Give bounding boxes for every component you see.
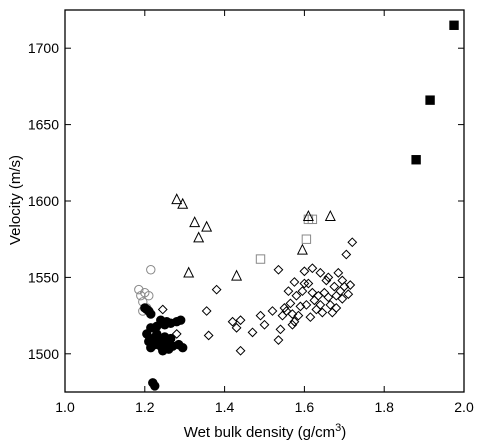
- x-tick-label: 2.0: [454, 399, 474, 415]
- data-point-open-diamond: [235, 345, 246, 356]
- data-point-open-diamond: [203, 330, 214, 341]
- data-point-open-diamond: [307, 287, 318, 298]
- data-point-open-diamond: [283, 286, 294, 297]
- data-point-open-diamond: [347, 237, 358, 248]
- x-tick-label: 1.8: [374, 399, 394, 415]
- data-point-open-triangle: [183, 266, 195, 278]
- data-point-open-triangle: [302, 209, 314, 221]
- data-point-filled-circle: [146, 309, 156, 319]
- data-point-open-diamond: [303, 278, 314, 289]
- data-point-open-diamond: [279, 303, 290, 313]
- data-point-open-diamond: [299, 266, 310, 277]
- data-point-open-diamond: [247, 327, 258, 338]
- data-point-open-diamond: [275, 324, 286, 335]
- data-point-open-triangle: [231, 269, 243, 281]
- data-point-open-diamond: [255, 310, 266, 321]
- data-point-open-diamond: [289, 277, 300, 287]
- data-point-open-diamond: [341, 249, 352, 260]
- data-point-open-diamond: [301, 299, 312, 310]
- data-point-open-diamond: [315, 267, 326, 278]
- data-point-filled-circle: [176, 315, 186, 325]
- data-point-open-diamond: [291, 290, 302, 301]
- data-point-open-square: [301, 234, 312, 244]
- data-point-filled-circle: [152, 321, 162, 331]
- data-point-open-diamond: [293, 310, 304, 321]
- x-tick-label: 1.4: [215, 399, 235, 415]
- data-point-open-diamond: [295, 301, 306, 312]
- data-point-open-diamond: [319, 287, 330, 298]
- data-point-open-diamond: [273, 264, 284, 275]
- data-point-open-triangle: [296, 243, 308, 255]
- data-point-filled-square: [449, 20, 459, 30]
- data-point-filled-circle: [178, 342, 188, 353]
- data-point-open-diamond: [345, 280, 356, 290]
- data-point-open-diamond: [285, 298, 296, 309]
- data-point-open-diamond: [231, 322, 242, 333]
- y-tick-label: 1700: [28, 40, 59, 56]
- data-point-open-triangle: [201, 220, 213, 232]
- data-point-open-diamond: [323, 272, 334, 283]
- data-point-open-square: [307, 214, 318, 225]
- data-point-open-diamond: [331, 303, 342, 313]
- x-tick-label: 1.6: [295, 399, 315, 415]
- data-point-open-circle: [134, 284, 144, 295]
- data-point-open-diamond: [259, 319, 270, 330]
- data-point-filled-circle: [150, 381, 160, 391]
- data-point-open-diamond: [157, 304, 168, 315]
- x-tick-label: 1.2: [135, 399, 155, 415]
- data-point-open-diamond: [281, 306, 292, 316]
- data-point-filled-square: [411, 155, 421, 165]
- data-point-open-triangle: [171, 193, 183, 205]
- y-tick-label: 1500: [28, 346, 59, 362]
- data-point-open-diamond: [273, 335, 284, 345]
- data-point-open-diamond: [337, 293, 348, 304]
- data-point-open-diamond: [171, 329, 182, 339]
- data-point-open-triangle: [193, 231, 205, 243]
- data-point-open-diamond: [331, 290, 342, 301]
- data-point-open-diamond: [327, 307, 338, 318]
- data-point-open-triangle: [324, 209, 336, 221]
- data-point-open-square: [255, 254, 266, 264]
- data-point-open-diamond: [277, 310, 288, 321]
- data-point-open-diamond: [201, 306, 212, 316]
- data-point-open-diamond: [305, 312, 316, 323]
- data-point-open-diamond: [337, 275, 348, 286]
- data-point-open-diamond: [323, 292, 334, 303]
- data-point-open-diamond: [333, 267, 344, 278]
- data-point-open-diamond: [317, 307, 328, 318]
- data-point-open-diamond: [325, 299, 336, 310]
- plot-frame: [64, 9, 465, 393]
- x-axis-label: Wet bulk density (g/cm3): [184, 422, 347, 441]
- y-tick-label: 1600: [28, 193, 59, 209]
- data-point-open-triangle: [177, 197, 189, 209]
- data-point-open-diamond: [267, 306, 278, 316]
- data-point-open-diamond: [307, 263, 318, 274]
- data-point-open-diamond: [287, 319, 298, 330]
- data-point-open-diamond: [315, 299, 326, 310]
- data-point-open-circle: [144, 291, 154, 301]
- y-tick-label: 1550: [28, 269, 59, 285]
- data-point-open-triangle: [189, 216, 201, 228]
- data-point-open-diamond: [227, 316, 238, 327]
- data-point-open-diamond: [287, 309, 298, 319]
- data-point-open-circle: [146, 265, 156, 275]
- data-point-open-diamond: [313, 290, 324, 301]
- data-point-open-diamond: [235, 315, 246, 326]
- data-point-open-diamond: [289, 316, 300, 327]
- data-point-filled-square: [425, 95, 435, 105]
- y-axis-label: Velocity (m/s): [7, 155, 24, 245]
- data-point-open-diamond: [311, 304, 322, 315]
- data-point-open-diamond: [211, 284, 222, 295]
- data-point-open-diamond: [321, 275, 332, 286]
- data-point-open-diamond: [299, 278, 310, 289]
- data-point-open-diamond: [343, 289, 354, 300]
- x-tick-label: 1.0: [55, 399, 75, 415]
- data-point-open-diamond: [329, 281, 340, 292]
- data-point-open-diamond: [297, 286, 308, 297]
- y-tick-label: 1650: [28, 117, 59, 133]
- data-point-open-diamond: [339, 281, 350, 292]
